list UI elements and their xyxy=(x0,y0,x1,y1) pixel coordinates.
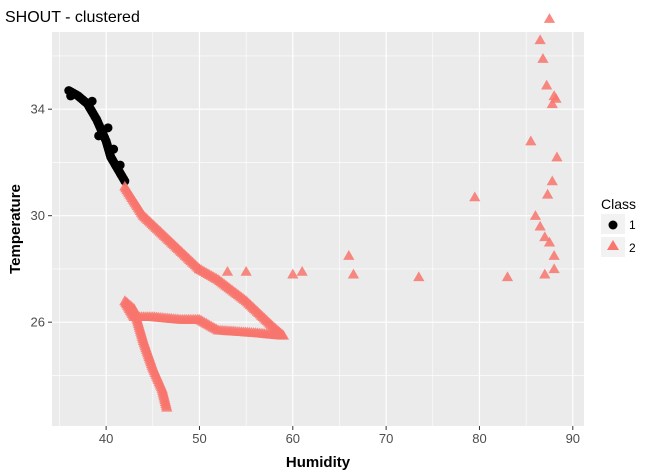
legend-key-circle-icon xyxy=(608,220,618,230)
y-tick-label: 26 xyxy=(31,315,45,330)
x-tick-label: 70 xyxy=(379,431,393,446)
axis-ticks: 40 50 60 70 80 90 26 30 34 xyxy=(31,102,581,446)
class-2-point xyxy=(296,265,308,276)
x-tick-label: 50 xyxy=(192,431,206,446)
x-tick-label: 60 xyxy=(286,431,300,446)
class-2-point xyxy=(543,13,556,23)
class-2-point xyxy=(413,271,425,282)
x-tick-label: 80 xyxy=(472,431,486,446)
class-2-point xyxy=(193,263,206,274)
class-2-point xyxy=(240,265,252,276)
class-2-point xyxy=(548,250,560,260)
grid-lines xyxy=(52,32,584,426)
data-marks xyxy=(64,13,563,412)
class-2-point xyxy=(525,135,537,146)
class-2-point xyxy=(501,271,514,282)
class-2-point xyxy=(221,265,234,276)
y-axis-title: Temperature xyxy=(7,184,24,274)
class-1-point xyxy=(103,123,113,133)
class-2-point xyxy=(469,191,481,202)
class-2-point xyxy=(542,188,554,199)
legend-key-triangle-icon xyxy=(607,240,619,250)
plot-panel xyxy=(52,32,584,426)
class-1-point xyxy=(87,96,97,106)
class-2-point xyxy=(541,79,553,90)
y-tick-label: 34 xyxy=(31,102,45,117)
class-1-point xyxy=(66,91,76,101)
class-2-point xyxy=(537,53,549,63)
class-2-point xyxy=(343,250,355,260)
class-2-point xyxy=(546,175,558,186)
chart-title: SHOUT - clustered xyxy=(5,9,140,26)
class-2-point xyxy=(287,268,299,279)
class-1-point xyxy=(115,160,125,170)
class-1-point xyxy=(94,131,104,141)
class-2-point xyxy=(548,263,560,274)
class-1-point xyxy=(109,144,119,154)
class-2-point xyxy=(546,98,558,109)
x-tick-label: 40 xyxy=(99,431,113,446)
class-2-point xyxy=(551,151,563,162)
class-2-point xyxy=(529,210,542,220)
class-2-point xyxy=(534,34,546,45)
class-2-point xyxy=(539,231,551,242)
class-2-point xyxy=(347,268,360,279)
class-2-point xyxy=(543,236,556,247)
legend-label-2: 2 xyxy=(629,241,636,255)
class-2-point xyxy=(539,268,551,279)
class-2-point xyxy=(534,220,546,231)
y-tick-label: 30 xyxy=(31,208,45,223)
legend-title: Class xyxy=(601,196,636,212)
x-axis-title: Humidity xyxy=(286,454,351,471)
legend: Class 1 2 xyxy=(601,196,636,257)
class-2-point xyxy=(161,401,173,412)
legend-label-1: 1 xyxy=(629,218,636,232)
class-2-point xyxy=(550,92,562,103)
x-tick-label: 90 xyxy=(566,431,580,446)
